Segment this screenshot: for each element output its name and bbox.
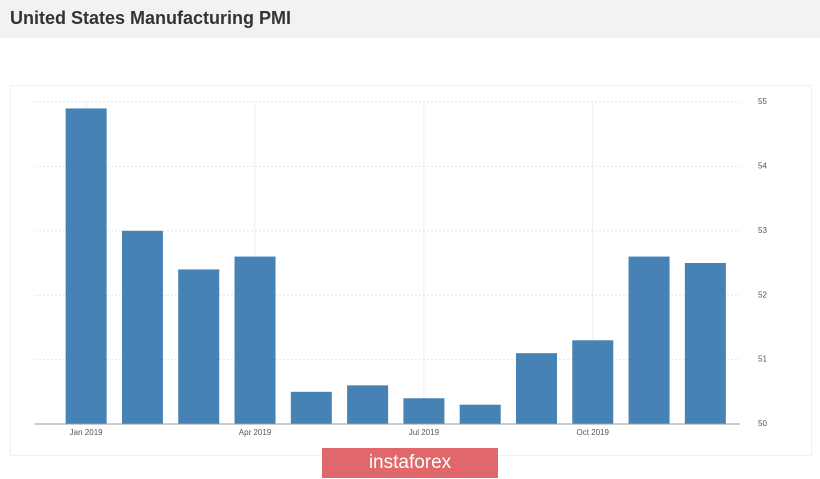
bar [515, 353, 557, 424]
chart-title: United States Manufacturing PMI [10, 8, 291, 28]
bar [178, 269, 220, 424]
x-tick-label: Oct 2019 [577, 428, 610, 437]
bar [684, 263, 726, 424]
bar [347, 385, 389, 424]
header-band [0, 0, 820, 38]
bar [290, 391, 332, 424]
bar [65, 108, 107, 424]
bar [403, 398, 445, 424]
bar [628, 256, 670, 424]
x-tick-label: Apr 2019 [239, 428, 272, 437]
bar [121, 230, 163, 424]
bar [572, 340, 614, 424]
bar [234, 256, 276, 424]
y-tick-label: 52 [758, 290, 767, 299]
x-tick-label: Jul 2019 [409, 428, 440, 437]
y-tick-label: 54 [758, 162, 767, 171]
x-tick-label: Jan 2019 [70, 428, 103, 437]
y-tick-label: 53 [758, 226, 767, 235]
watermark: instaforex [369, 452, 452, 473]
y-tick-label: 51 [758, 355, 767, 364]
plot: 50 51 52 53 54 55 Jan 2019 Apr 2019 Jul 2019 Oct … [35, 97, 767, 437]
y-tick-label: 50 [758, 419, 767, 428]
bar [459, 404, 501, 424]
watermark-box [322, 448, 498, 478]
y-tick-label: 55 [758, 97, 767, 106]
